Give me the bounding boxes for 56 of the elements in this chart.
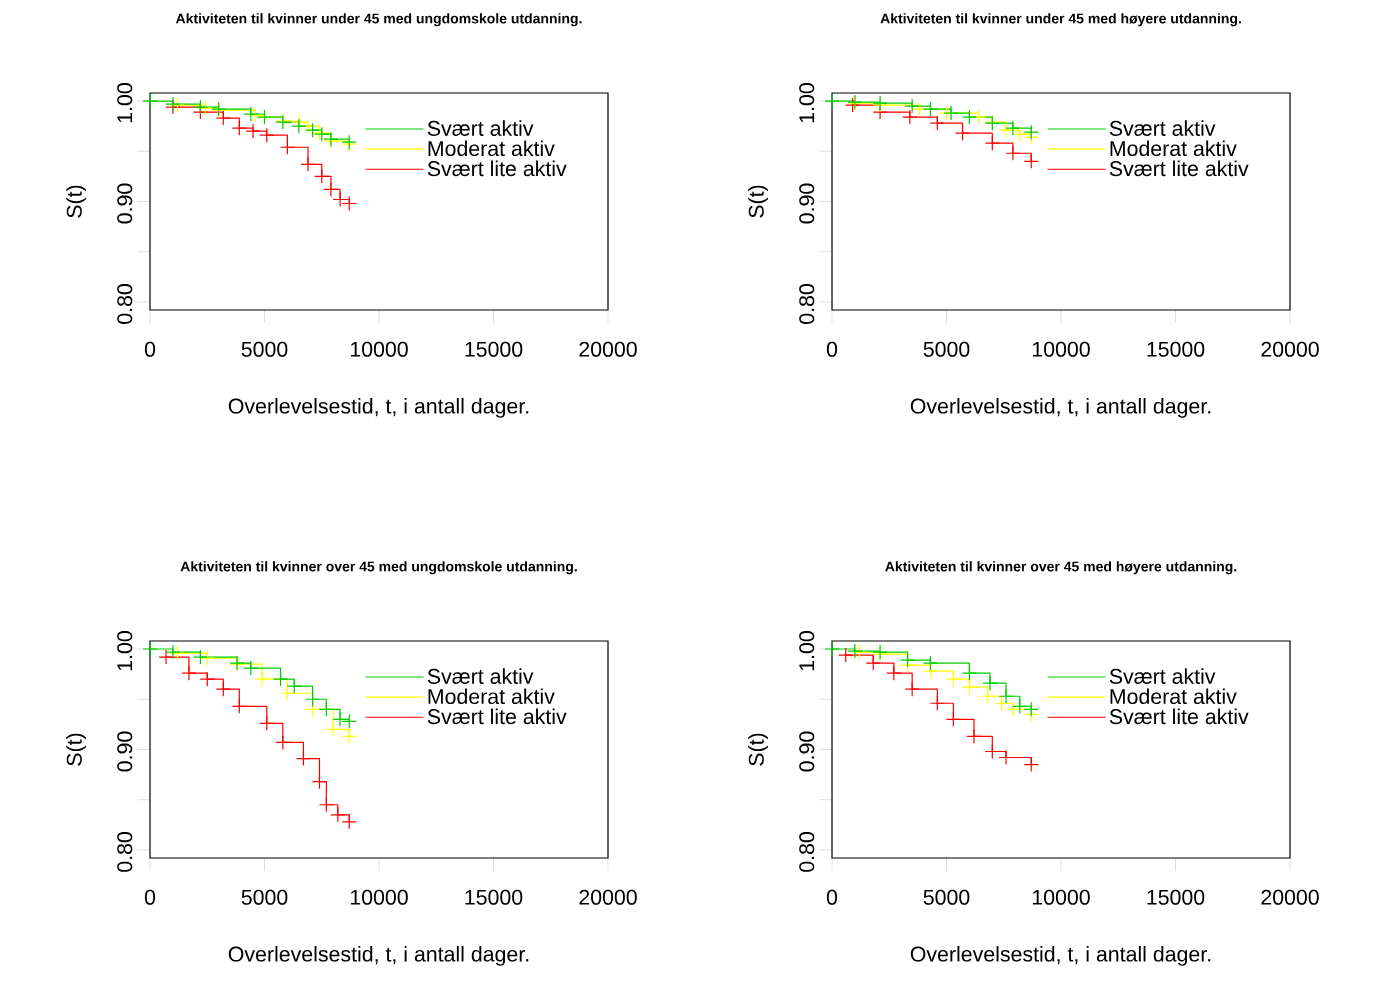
x-tick-label: 10000 [1032, 889, 1090, 905]
x-tick-label: 10000 [350, 341, 408, 357]
x-axis-title: Overlevelsestid, t, i antall dager. [910, 945, 1211, 966]
legend-label: Moderat aktiv [428, 688, 555, 705]
chart-title: Aktiviteten til kvinner under 45 med høyere utdanning. [880, 13, 1241, 27]
legend-label: Moderat aktiv [1110, 140, 1237, 157]
x-tick-label: 15000 [1147, 341, 1205, 357]
x-tick-label: 0 [144, 889, 156, 905]
y-tick-label: 0.90 [117, 731, 133, 772]
x-tick-label: 15000 [465, 889, 523, 905]
y-tick-label: 1.00 [117, 83, 133, 123]
legend-label: Moderat aktiv [1110, 688, 1237, 705]
x-axis-title: Overlevelsestid, t, i antall dager. [910, 397, 1211, 418]
legend-label: Svært aktiv [427, 668, 534, 684]
y-axis-title: S(t) [66, 733, 87, 766]
y-tick-label: 0.80 [117, 284, 133, 324]
legend-label: Svært lite aktiv [1109, 160, 1249, 177]
legend-label: Svært aktiv [427, 120, 534, 136]
legend-label: Svært lite aktiv [427, 160, 567, 177]
y-axis-title: S(t) [748, 185, 769, 218]
x-tick-label: 0 [826, 889, 838, 905]
y-tick-label: 1.00 [799, 631, 815, 671]
x-tick-label: 10000 [1032, 341, 1090, 357]
x-tick-label: 15000 [465, 341, 523, 357]
x-tick-label: 10000 [350, 889, 408, 905]
y-tick-label: 1.00 [117, 631, 133, 671]
x-tick-label: 20000 [1261, 889, 1319, 905]
x-tick-label: 15000 [1147, 889, 1205, 905]
chart-title: Aktiviteten til kvinner over 45 med ungdomskole utdanning. [180, 561, 577, 575]
x-tick-label: 5000 [241, 341, 288, 357]
x-tick-label: 0 [144, 341, 156, 357]
x-axis-title: Overlevelsestid, t, i antall dager. [228, 397, 529, 418]
x-tick-label: 20000 [1261, 341, 1319, 357]
y-axis-title: S(t) [748, 733, 769, 766]
y-tick-label: 0.80 [799, 284, 815, 324]
x-tick-label: 5000 [241, 889, 288, 905]
legend-label: Svært aktiv [1109, 668, 1216, 684]
y-tick-label: 0.90 [799, 183, 815, 224]
legend-label: Svært lite aktiv [1109, 708, 1249, 725]
y-tick-label: 0.90 [799, 731, 815, 772]
x-tick-label: 20000 [579, 341, 637, 357]
legend-label: Moderat aktiv [428, 140, 555, 157]
x-tick-label: 5000 [923, 341, 970, 357]
chart-title: Aktiviteten til kvinner over 45 med høyere utdanning. [885, 561, 1237, 575]
y-tick-label: 0.90 [117, 183, 133, 224]
y-tick-label: 0.80 [799, 832, 815, 872]
chart-title: Aktiviteten til kvinner under 45 med ungdomskole utdanning. [175, 13, 582, 27]
y-tick-label: 0.80 [117, 832, 133, 872]
x-tick-label: 5000 [923, 889, 970, 905]
legend-label: Svært aktiv [1109, 120, 1216, 136]
x-tick-label: 0 [826, 341, 838, 357]
x-axis-title: Overlevelsestid, t, i antall dager. [228, 945, 529, 966]
x-tick-label: 20000 [579, 889, 637, 905]
y-axis-title: S(t) [66, 185, 87, 218]
legend-label: Svært lite aktiv [427, 708, 567, 725]
y-tick-label: 1.00 [799, 83, 815, 123]
